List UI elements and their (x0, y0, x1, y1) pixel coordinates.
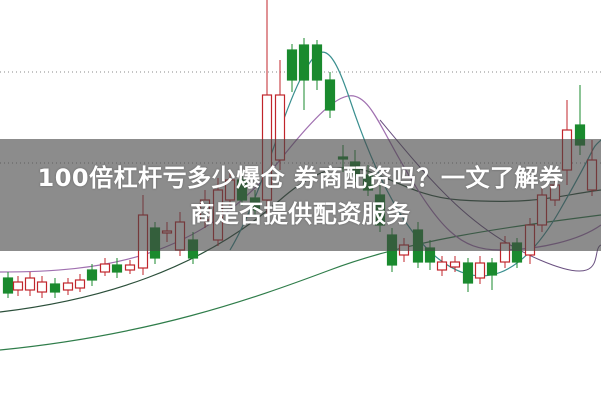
up-candle (62, 282, 74, 291)
title-line-2: 商是否提供配资服务 (190, 200, 411, 228)
up-candle (474, 262, 486, 279)
article-title: 100倍杠杆亏多少爆仓 券商配资吗？一文了解券 商是否提供配资服务 (0, 160, 601, 232)
up-candle (36, 281, 48, 293)
down-candle (311, 44, 323, 81)
down-candle (286, 49, 298, 81)
title-overlay-band (0, 139, 601, 251)
down-candle (49, 283, 61, 293)
up-candle (124, 264, 136, 271)
up-candle (12, 281, 24, 291)
title-line-1: 100倍杠杆亏多少爆仓 券商配资吗？一文了解券 (37, 164, 564, 192)
up-candle (436, 261, 448, 271)
up-candle (99, 263, 111, 273)
up-candle (24, 277, 36, 291)
down-candle (324, 79, 336, 111)
down-candle (486, 262, 498, 276)
down-candle (2, 277, 14, 294)
up-candle (449, 261, 461, 268)
up-candle (74, 279, 86, 289)
down-candle (462, 262, 474, 284)
down-candle (86, 269, 98, 281)
down-candle (298, 44, 310, 81)
down-candle (111, 264, 123, 273)
